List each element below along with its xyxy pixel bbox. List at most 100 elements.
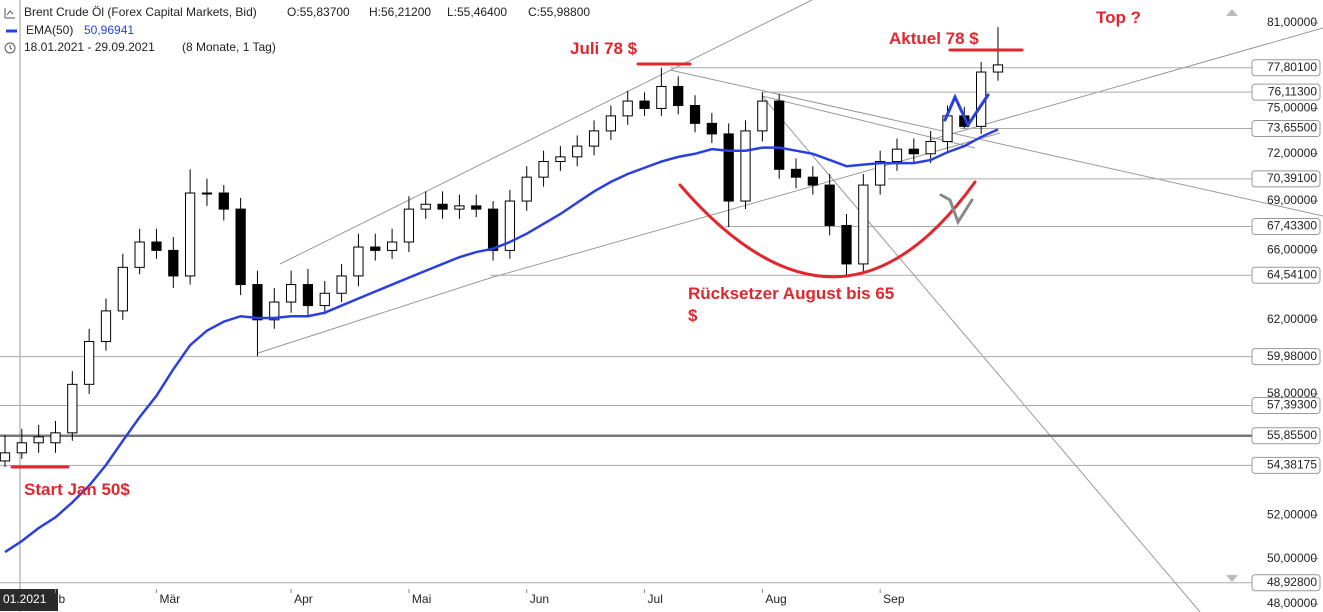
candle-body	[706, 122, 717, 135]
cursor-date: 01.2021	[3, 592, 47, 606]
x-tick-label: Jun	[530, 592, 549, 606]
candle-body	[151, 241, 162, 251]
x-axis: 01.2021 b Mär Apr Mai Jun Jul Aug Sep	[0, 589, 905, 611]
x-tick-label: Jul	[648, 592, 663, 606]
candle-body	[487, 208, 499, 251]
ohlc-low: L:55,46400	[447, 5, 507, 19]
ohlc-high: H:56,21200	[369, 5, 431, 19]
level-label-box	[1251, 427, 1321, 445]
y-tick-label: 52,00000	[1267, 507, 1317, 521]
y-tick-label: 69,00000	[1267, 193, 1317, 207]
level-label-box	[1251, 59, 1321, 77]
ema-value: 50,96941	[84, 23, 134, 37]
marker-drawings	[10, 48, 1024, 469]
candle-body	[605, 115, 617, 132]
candle-body	[572, 145, 583, 158]
scroll-arrows	[1226, 9, 1238, 582]
y-tick-label: 62,00000	[1267, 312, 1317, 326]
level-label: 73,65500	[1267, 121, 1317, 135]
candle-body	[689, 104, 701, 124]
legend: Brent Crude Öl (Forex Capital Markets, B…	[4, 5, 590, 54]
candle-body	[521, 176, 532, 202]
y-tick-label: 48,00000	[1267, 596, 1317, 610]
candle-body	[386, 241, 398, 251]
candle-body	[50, 432, 61, 444]
candle-body	[353, 246, 364, 277]
x-tick-label: Sep	[883, 592, 905, 606]
x-tick-label: Mai	[412, 592, 431, 606]
x-tick-label: Apr	[294, 592, 313, 606]
candle-body	[639, 100, 650, 109]
level-label: 77,80100	[1267, 60, 1317, 74]
candle-body	[235, 208, 246, 286]
annotation: Top ?	[1096, 8, 1141, 27]
candle-body	[218, 192, 229, 210]
candle-body	[185, 192, 196, 277]
level-label: 54,38175	[1267, 458, 1317, 472]
candle-body	[891, 148, 903, 163]
level-label-box	[1251, 170, 1321, 188]
candle-body	[370, 246, 381, 251]
candle-body	[841, 224, 852, 265]
levels: 77,80100 76,11300 73,65500 70,39100 67,43300…	[0, 59, 1321, 592]
level-label-box	[1251, 120, 1321, 138]
level-label-box	[1251, 266, 1321, 284]
level-label: 70,39100	[1267, 171, 1317, 185]
date-range: 18.01.2021 - 29.09.2021	[24, 40, 155, 54]
candle-body	[875, 161, 886, 186]
candle-body	[16, 442, 27, 454]
level-label-box	[1251, 83, 1321, 101]
candle-body	[0, 452, 11, 462]
level-label: 67,43300	[1267, 219, 1317, 233]
y-tick-label: 50,00000	[1267, 551, 1317, 565]
candle-body	[790, 168, 802, 178]
cursor-date-box	[0, 589, 58, 611]
candle-body	[555, 156, 566, 163]
x-tick-label: b	[58, 592, 65, 606]
instrument-name: Brent Crude Öl (Forex Capital Markets, B…	[24, 5, 257, 19]
ticks: 81,00000 75,00000 72,00000 69,00000 66,00000…	[1267, 15, 1318, 610]
y-tick-label: 58,00000	[1267, 386, 1317, 400]
level-label: 76,11300	[1268, 84, 1317, 98]
candle-body	[757, 100, 768, 132]
level-label: 64,54100	[1267, 267, 1317, 281]
candle-body	[807, 176, 818, 186]
ema-name: EMA(50)	[26, 23, 73, 37]
candle-body	[319, 292, 330, 307]
candle-body	[656, 85, 667, 109]
period: (8 Monate, 1 Tag)	[182, 40, 276, 54]
level-label: 57,39300	[1267, 398, 1317, 412]
level-label-box	[1251, 218, 1321, 236]
candle-body	[673, 85, 684, 106]
annotation: Juli 78 $	[570, 39, 638, 58]
candle-body	[403, 208, 415, 243]
candle-body	[420, 203, 431, 210]
level-label: 48,92800	[1267, 575, 1317, 589]
level-label: 59,98000	[1267, 349, 1317, 363]
annotation: Aktuel 78 $	[889, 29, 979, 48]
candle-body	[824, 184, 835, 226]
candle-body	[471, 205, 482, 210]
candles	[0, 27, 1004, 554]
annotation: Rücksetzer August bis 65 $	[688, 284, 895, 325]
candle-body	[774, 100, 785, 170]
candle-body	[336, 275, 347, 294]
candle-body	[168, 249, 179, 277]
candle-body	[740, 130, 751, 202]
candle-body	[100, 310, 112, 343]
candle-body	[925, 141, 936, 155]
candle-body	[33, 436, 44, 444]
level-label-box	[1251, 348, 1321, 366]
y-tick-label: 75,00000	[1267, 101, 1317, 115]
candle-body	[302, 284, 314, 307]
y-tick-label: 72,00000	[1267, 146, 1317, 160]
candle-body	[454, 205, 465, 210]
candle-body	[269, 301, 280, 321]
ema-line	[4, 128, 999, 554]
ohlc-close: C:55,98800	[528, 5, 590, 19]
candle-body	[858, 184, 869, 265]
candle-body	[437, 203, 448, 210]
candle-body	[622, 100, 633, 117]
